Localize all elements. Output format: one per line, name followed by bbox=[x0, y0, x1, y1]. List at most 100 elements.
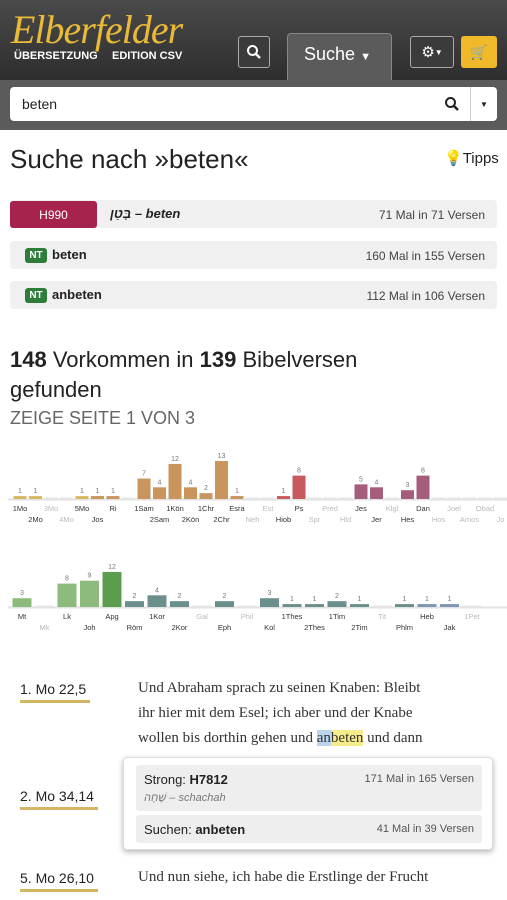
value-label: 1 bbox=[358, 596, 362, 603]
bar bbox=[80, 580, 99, 607]
search-input[interactable]: beten ▼ bbox=[10, 87, 497, 121]
badge: NT bbox=[25, 248, 47, 263]
book-label: 2Kön bbox=[182, 515, 200, 524]
book-label: Neh bbox=[246, 515, 260, 524]
bar bbox=[292, 475, 306, 499]
book-label: 5Mo bbox=[75, 504, 90, 513]
bar bbox=[372, 605, 392, 607]
bar bbox=[416, 475, 430, 499]
book-label: Tit bbox=[378, 612, 387, 621]
bar bbox=[153, 487, 166, 499]
bar bbox=[282, 604, 302, 607]
book-label: 1Kor bbox=[149, 612, 165, 621]
verse-line: wollen bis dorthin gehen und anbeten und… bbox=[138, 730, 423, 747]
book-label: Ps bbox=[295, 504, 304, 513]
strong: H7812 bbox=[189, 772, 228, 787]
book-label: Mk bbox=[40, 623, 50, 632]
logo[interactable]: Elberfelder bbox=[11, 7, 183, 52]
hebrew: שָׁחָה – schachah bbox=[144, 792, 226, 804]
value-label: 1 bbox=[290, 596, 294, 603]
book-label: Apg bbox=[105, 612, 118, 621]
book-label: Dan bbox=[416, 504, 430, 513]
verse-ref[interactable]: 2. Mo 34,14 bbox=[20, 788, 98, 810]
summary: 148 Vorkommen in 139 Bibelversen gefunden bbox=[10, 345, 490, 405]
book-label: Ri bbox=[109, 504, 116, 513]
text: und dann bbox=[363, 730, 423, 746]
bar bbox=[137, 478, 151, 499]
verse-ref[interactable]: 1. Mo 22,5 bbox=[20, 681, 90, 703]
strong-row[interactable]: H990 בָּטַן – beten 71 Mal in 71 Versen bbox=[10, 200, 497, 228]
value-label: 4 bbox=[189, 479, 193, 486]
popup: Strong: H7812 171 Mal in 165 Versen שָׁח… bbox=[123, 757, 493, 850]
value-label: 1 bbox=[403, 596, 407, 603]
text: gefunden bbox=[10, 377, 102, 402]
bar bbox=[122, 497, 135, 499]
bar bbox=[44, 497, 58, 499]
bar bbox=[12, 598, 32, 607]
popup-search[interactable]: Suchen: anbeten 41 Mal in 39 Versen bbox=[136, 815, 482, 843]
book-label: 2Thes bbox=[304, 623, 325, 632]
value-label: 1 bbox=[34, 488, 38, 495]
search-icon[interactable] bbox=[444, 96, 460, 112]
bar bbox=[478, 497, 492, 499]
bar bbox=[29, 496, 42, 499]
count: 41 Mal in 39 Versen bbox=[376, 823, 474, 835]
bar bbox=[35, 605, 54, 607]
bar bbox=[462, 605, 482, 607]
word: anbeten bbox=[52, 287, 102, 302]
value-label: 3 bbox=[406, 482, 410, 489]
book-label: Heb bbox=[420, 612, 434, 621]
book-label: 1Pet bbox=[464, 612, 480, 621]
bar bbox=[106, 496, 120, 499]
bar bbox=[395, 604, 414, 607]
settings-button[interactable]: ⚙ ▼ bbox=[410, 36, 454, 68]
tips-link[interactable]: 💡Tipps bbox=[444, 150, 499, 167]
count: 71 Mal in 71 Versen bbox=[378, 208, 485, 222]
bar bbox=[184, 487, 197, 499]
value-label: 8 bbox=[421, 468, 425, 475]
book-label: Amos bbox=[460, 515, 479, 524]
page-info: ZEIGE SEITE 1 VON 3 bbox=[10, 408, 196, 428]
book-label: Mt bbox=[18, 612, 27, 621]
bar bbox=[447, 497, 461, 499]
bar bbox=[370, 487, 383, 499]
bar bbox=[215, 461, 228, 499]
bar bbox=[91, 496, 104, 499]
book-label: Phlm bbox=[396, 623, 413, 632]
highlight: an bbox=[316, 730, 331, 746]
query: beten bbox=[22, 96, 58, 112]
value-label: 7 bbox=[142, 471, 146, 478]
strong-row[interactable]: NT beten 160 Mal in 155 Versen bbox=[10, 241, 497, 269]
bar bbox=[305, 604, 324, 607]
book-label: Röm bbox=[127, 623, 143, 632]
dropdown[interactable]: ▼ bbox=[470, 87, 497, 121]
search-icon bbox=[247, 45, 261, 59]
text: Vorkommen in bbox=[52, 347, 194, 372]
count: 160 Mal in 155 Versen bbox=[365, 249, 485, 263]
search-button[interactable] bbox=[238, 36, 270, 68]
value-label: 1 bbox=[96, 488, 100, 495]
count: 171 Mal in 165 Versen bbox=[364, 773, 474, 785]
verse-ref[interactable]: 5. Mo 26,10 bbox=[20, 870, 98, 892]
book-label: Kol bbox=[264, 623, 275, 632]
strong-row[interactable]: NT anbeten 112 Mal in 106 Versen bbox=[10, 281, 497, 309]
value-label: 1 bbox=[313, 596, 317, 603]
tips: Tipps bbox=[462, 150, 499, 167]
book-label: 2Tim bbox=[351, 623, 367, 632]
value-label: 1 bbox=[448, 596, 452, 603]
badge: NT bbox=[25, 288, 47, 303]
book-label: 4Mo bbox=[59, 515, 74, 524]
value-label: 3 bbox=[268, 590, 272, 597]
book-label: Lk bbox=[63, 612, 71, 621]
book-label: 1Tim bbox=[329, 612, 345, 621]
popup-strong[interactable]: Strong: H7812 171 Mal in 165 Versen שָׁח… bbox=[136, 765, 482, 811]
book-label: Gal bbox=[196, 612, 208, 621]
search-tab[interactable]: Suche ▼ bbox=[287, 33, 392, 80]
tab-label: Suche bbox=[304, 44, 356, 64]
book-label: Obad bbox=[476, 504, 494, 513]
bar bbox=[237, 605, 257, 607]
bar bbox=[60, 497, 73, 499]
occurrences: 148 bbox=[10, 347, 47, 372]
cart-button[interactable]: 🛒 bbox=[461, 36, 497, 68]
